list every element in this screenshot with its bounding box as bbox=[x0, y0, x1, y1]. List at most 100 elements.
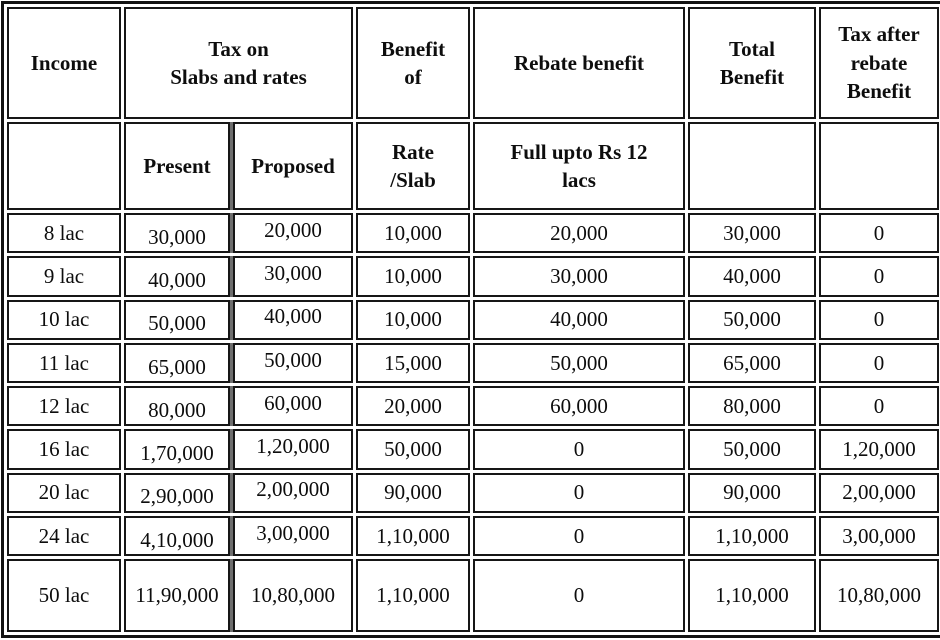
cell-value: 50,000 bbox=[723, 437, 781, 462]
cell-value: 30,000 bbox=[550, 263, 608, 288]
header-empty-cell bbox=[819, 122, 939, 210]
value-cell: 60,000 bbox=[473, 386, 685, 427]
cell-value: 65,000 bbox=[148, 354, 206, 379]
value-cell: 10,000 bbox=[356, 256, 470, 297]
row-label-cell: 11 lac bbox=[7, 342, 121, 384]
value-cell: 0 bbox=[819, 342, 939, 384]
cell-value: 40,000 bbox=[550, 307, 608, 332]
cell-value: 2,00,000 bbox=[842, 480, 916, 505]
header-group-cell: Tax after rebate Benefit bbox=[819, 7, 939, 119]
cell-value: 1,10,000 bbox=[715, 583, 789, 608]
table-row: 11 lac 65,000 50,000 15,000 50,000 65,000 0 bbox=[7, 342, 939, 384]
cell-value: 10,000 bbox=[384, 220, 442, 245]
header-group-cell: Tax on Slabs and rates bbox=[124, 7, 353, 119]
value-cell: 1,70,000 bbox=[124, 429, 230, 470]
cell-value: 80,000 bbox=[148, 397, 206, 422]
cell-value: 1,20,000 bbox=[842, 437, 916, 462]
value-cell: 50,000 bbox=[356, 429, 470, 470]
value-cell: 60,000 bbox=[233, 386, 353, 427]
cell-value: 30,000 bbox=[723, 220, 781, 245]
cell-value: 1,20,000 bbox=[256, 434, 330, 459]
value-cell: 80,000 bbox=[124, 386, 230, 427]
cell-value: 0 bbox=[873, 393, 885, 418]
cell-value: 60,000 bbox=[264, 390, 322, 415]
value-cell: 40,000 bbox=[124, 256, 230, 297]
header-sub-cell: Full upto Rs 12 lacs bbox=[473, 122, 685, 210]
cell-value: 1,70,000 bbox=[140, 441, 214, 466]
table-row: 12 lac 80,000 60,000 20,000 60,000 80,000 0 bbox=[7, 386, 939, 427]
cell-value: 10,000 bbox=[384, 307, 442, 332]
cell-value: 2,90,000 bbox=[140, 484, 214, 509]
value-cell: 0 bbox=[473, 472, 685, 514]
cell-value: 4,10,000 bbox=[140, 527, 214, 552]
value-cell: 1,20,000 bbox=[819, 429, 939, 470]
value-cell: 0 bbox=[819, 386, 939, 427]
cell-value: 0 bbox=[873, 350, 885, 375]
cell-value: 0 bbox=[873, 263, 885, 288]
row-label: 50 lac bbox=[38, 583, 90, 608]
value-cell: 10,80,000 bbox=[819, 559, 939, 632]
cell-value: 2,00,000 bbox=[256, 477, 330, 502]
header-group-cell: Benefit of bbox=[356, 7, 470, 119]
header-empty-cell bbox=[7, 122, 121, 210]
value-cell: 50,000 bbox=[688, 429, 816, 470]
cell-value: 50,000 bbox=[148, 311, 206, 336]
value-cell: 50,000 bbox=[688, 299, 816, 340]
value-cell: 0 bbox=[819, 256, 939, 297]
value-cell: 0 bbox=[473, 429, 685, 470]
cell-value: 10,80,000 bbox=[251, 583, 335, 608]
cell-value: 0 bbox=[573, 523, 585, 548]
value-cell: 20,000 bbox=[233, 213, 353, 254]
value-cell: 50,000 bbox=[233, 342, 353, 384]
value-cell: 10,000 bbox=[356, 213, 470, 254]
value-cell: 30,000 bbox=[473, 256, 685, 297]
value-cell: 40,000 bbox=[688, 256, 816, 297]
cell-value: 20,000 bbox=[384, 393, 442, 418]
value-cell: 30,000 bbox=[124, 213, 230, 254]
cell-value: 40,000 bbox=[264, 304, 322, 329]
cell-value: 40,000 bbox=[148, 267, 206, 292]
cell-value: 0 bbox=[873, 220, 885, 245]
value-cell: 90,000 bbox=[688, 472, 816, 514]
cell-value: 0 bbox=[573, 480, 585, 505]
cell-value: 1,10,000 bbox=[376, 523, 450, 548]
row-label: 16 lac bbox=[38, 437, 90, 462]
row-label-cell: 12 lac bbox=[7, 386, 121, 427]
value-cell: 50,000 bbox=[473, 342, 685, 384]
value-cell: 1,10,000 bbox=[688, 559, 816, 632]
cell-value: 60,000 bbox=[550, 393, 608, 418]
cell-value: 30,000 bbox=[148, 224, 206, 249]
value-cell: 80,000 bbox=[688, 386, 816, 427]
value-cell: 0 bbox=[473, 516, 685, 557]
header-sub-cell: Proposed bbox=[233, 122, 353, 210]
header-sub-cell: Rate /Slab bbox=[356, 122, 470, 210]
value-cell: 50,000 bbox=[124, 299, 230, 340]
cell-value: 11,90,000 bbox=[135, 583, 219, 608]
row-label: 20 lac bbox=[38, 480, 90, 505]
cell-value: 50,000 bbox=[384, 437, 442, 462]
header-group-cell: Total Benefit bbox=[688, 7, 816, 119]
value-cell: 15,000 bbox=[356, 342, 470, 384]
table-header: Income Tax on Slabs and rates Benefit of Re… bbox=[7, 7, 939, 210]
value-cell: 10,000 bbox=[356, 299, 470, 340]
cell-value: 30,000 bbox=[264, 260, 322, 285]
cell-value: 50,000 bbox=[723, 307, 781, 332]
value-cell: 3,00,000 bbox=[819, 516, 939, 557]
value-cell: 20,000 bbox=[473, 213, 685, 254]
header-row-sub: Present Proposed Rate /Slab Full upto Rs 12… bbox=[7, 122, 939, 210]
value-cell: 40,000 bbox=[233, 299, 353, 340]
cell-value: 3,00,000 bbox=[256, 520, 330, 545]
value-cell: 1,20,000 bbox=[233, 429, 353, 470]
value-cell: 2,00,000 bbox=[233, 472, 353, 514]
value-cell: 1,10,000 bbox=[356, 559, 470, 632]
cell-value: 65,000 bbox=[723, 350, 781, 375]
value-cell: 0 bbox=[819, 299, 939, 340]
value-cell: 1,10,000 bbox=[688, 516, 816, 557]
cell-value: 90,000 bbox=[723, 480, 781, 505]
row-label: 10 lac bbox=[38, 307, 90, 332]
value-cell: 2,90,000 bbox=[124, 472, 230, 514]
value-cell: 65,000 bbox=[124, 342, 230, 384]
table-row: 50 lac 11,90,000 10,80,000 1,10,000 0 1,10,00… bbox=[7, 559, 939, 632]
table-row: 10 lac 50,000 40,000 10,000 40,000 50,000 0 bbox=[7, 299, 939, 340]
